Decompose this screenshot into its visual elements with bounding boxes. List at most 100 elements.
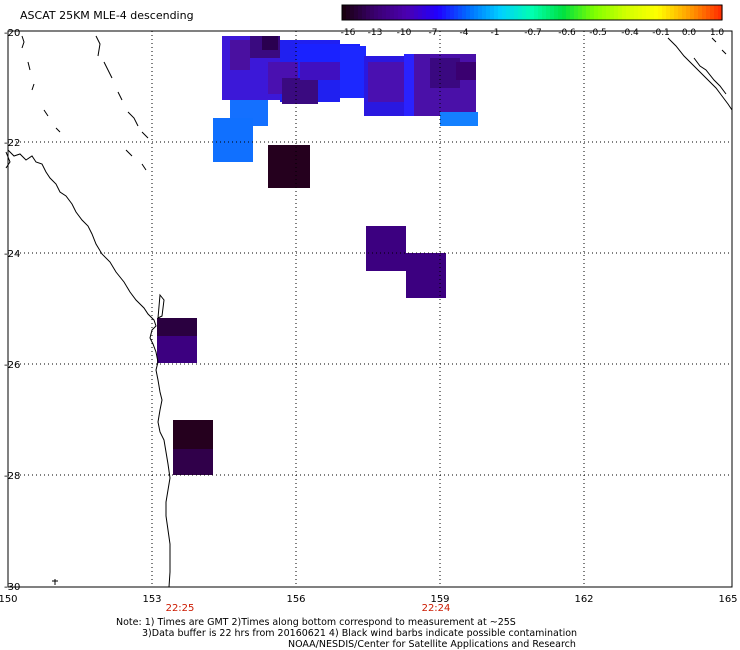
colorbar-label-11: 0.0: [682, 28, 697, 38]
lon-label: 165: [718, 594, 737, 605]
colorbar-swatch: [410, 5, 415, 20]
time-label: 22:24: [422, 603, 451, 614]
colorbar-swatch: [618, 5, 623, 20]
colorbar-swatch: [686, 5, 691, 20]
data-cell: [268, 145, 310, 188]
colorbar-swatch: [638, 5, 643, 20]
colorbar-swatch: [482, 5, 487, 20]
data-cell: [440, 112, 478, 126]
colorbar-swatch: [510, 5, 515, 20]
coast-fragment: [5, 151, 11, 169]
colorbar-swatch: [626, 5, 631, 20]
colorbar-label-2: -10: [397, 28, 412, 38]
colorbar-label-9: -0.4: [621, 28, 639, 38]
coast-fragment: [95, 35, 149, 171]
colorbar-swatch: [654, 5, 659, 20]
colorbar-swatch: [514, 5, 519, 20]
colorbar-swatch: [542, 5, 547, 20]
wind-data-cells: [157, 36, 478, 475]
colorbar-swatch: [358, 5, 363, 20]
colorbar-swatch: [538, 5, 543, 20]
colorbar-swatch: [370, 5, 375, 20]
colorbar-swatch: [690, 5, 695, 20]
colorbar-swatch: [630, 5, 635, 20]
colorbar-swatch: [646, 5, 651, 20]
colorbar-label-12: 1.0: [710, 28, 725, 38]
colorbar-swatch: [590, 5, 595, 20]
colorbar-label-0: -16: [341, 28, 356, 38]
colorbar-swatch: [438, 5, 443, 20]
colorbar-swatch: [414, 5, 419, 20]
data-cell: [366, 226, 406, 271]
colorbar-border: [341, 4, 723, 21]
colorbar-swatch: [530, 5, 535, 20]
colorbar-labels: -16 -13 -10 -7 -4 -1 -0.7 -0.6 -0.5 -0.4…: [341, 28, 725, 38]
colorbar-swatch: [650, 5, 655, 20]
data-cell: [213, 118, 253, 162]
colorbar-swatch: [430, 5, 435, 20]
colorbar-swatch: [582, 5, 587, 20]
colorbar-swatch: [494, 5, 499, 20]
colorbar-swatch: [362, 5, 367, 20]
colorbar-swatch: [502, 5, 507, 20]
colorbar-swatch: [694, 5, 699, 20]
colorbar-swatch: [594, 5, 599, 20]
colorbar-swatch: [342, 5, 347, 20]
colorbar-swatch: [422, 5, 427, 20]
colorbar-swatch: [466, 5, 471, 20]
lat-label: -30: [4, 582, 20, 593]
colorbar-swatch: [710, 5, 715, 20]
colorbar-swatch: [666, 5, 671, 20]
island-outline: [157, 293, 165, 319]
colorbar-swatch: [394, 5, 399, 20]
colorbar-swatch: [402, 5, 407, 20]
colorbar-swatch: [566, 5, 571, 20]
colorbar-swatch: [446, 5, 451, 20]
colorbar: -16 -13 -10 -7 -4 -1 -0.7 -0.6 -0.5 -0.4…: [341, 4, 725, 38]
lon-label: 153: [142, 594, 161, 605]
colorbar-swatch: [614, 5, 619, 20]
data-cell: [456, 62, 476, 80]
colorbar-swatch: [490, 5, 495, 20]
colorbar-swatch: [718, 5, 723, 20]
colorbar-swatch: [658, 5, 663, 20]
colorbar-swatch: [558, 5, 563, 20]
data-cell: [368, 62, 404, 102]
colorbar-swatch: [562, 5, 567, 20]
colorbar-label-3: -7: [429, 28, 438, 38]
colorbar-swatch: [526, 5, 531, 20]
colorbar-swatch: [698, 5, 703, 20]
colorbar-swatch: [434, 5, 439, 20]
lat-label: -20: [4, 28, 20, 39]
colorbar-swatch: [570, 5, 575, 20]
lon-labels: 150 153 156 159 162 165: [0, 594, 738, 605]
colorbar-swatch: [578, 5, 583, 20]
colorbar-swatch: [534, 5, 539, 20]
colorbar-label-1: -13: [368, 28, 383, 38]
colorbar-swatch: [382, 5, 387, 20]
new-caledonia-coastline: [693, 57, 727, 95]
colorbar-swatch: [506, 5, 511, 20]
colorbar-swatch: [406, 5, 411, 20]
data-cell: [300, 58, 340, 80]
island-outline: [711, 37, 727, 55]
colorbar-label-8: -0.5: [589, 28, 607, 38]
colorbar-label-6: -0.7: [524, 28, 542, 38]
colorbar-swatch: [706, 5, 711, 20]
colorbar-swatch: [458, 5, 463, 20]
time-label: 22:25: [166, 603, 195, 614]
data-cell: [157, 336, 197, 363]
colorbar-swatch: [622, 5, 627, 20]
colorbar-swatch: [450, 5, 455, 20]
lon-label: 159: [430, 594, 449, 605]
colorbar-swatch: [610, 5, 615, 20]
lat-label: -22: [4, 138, 20, 149]
colorbar-swatch: [634, 5, 639, 20]
colorbar-swatch: [474, 5, 479, 20]
colorbar-swatch: [486, 5, 491, 20]
colorbar-swatch: [586, 5, 591, 20]
colorbar-swatch: [714, 5, 719, 20]
data-cell: [340, 46, 366, 98]
colorbar-swatch: [518, 5, 523, 20]
